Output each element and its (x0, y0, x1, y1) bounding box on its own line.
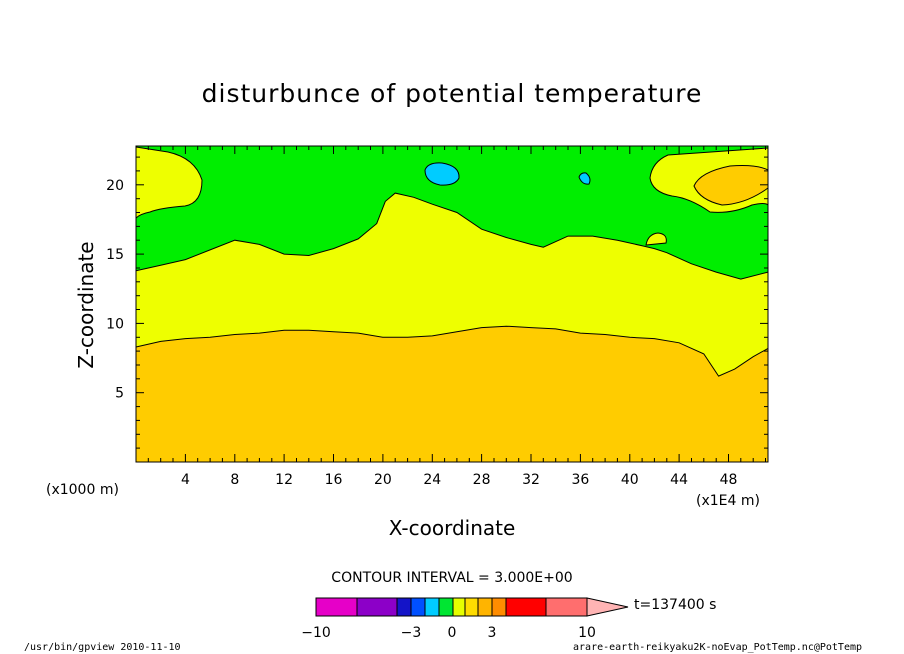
patch-left-top (135, 146, 203, 220)
x-tick-label: 32 (522, 472, 540, 488)
colorbar-swatch (491, 597, 507, 617)
colorbar-swatch (356, 597, 398, 617)
colorbar-swatch (505, 597, 547, 617)
y-tick-label: 10 (106, 316, 124, 332)
x-tick-label: 48 (720, 472, 738, 488)
band-0-to-3 (136, 326, 768, 462)
y-tick-labels: 5 10 15 20 (106, 178, 124, 402)
colorbar-swatch (424, 597, 440, 617)
colorbar-swatch (545, 597, 588, 617)
colorbar-label: −3 (401, 625, 422, 641)
patch-cyan-1 (424, 162, 460, 186)
x-tick-label: 4 (181, 472, 190, 488)
colorbar-swatch (464, 597, 479, 617)
colorbar-swatch (396, 597, 412, 617)
chart-title: disturbunce of potential temperature (202, 79, 703, 108)
y-tick-label: 15 (106, 247, 124, 263)
x-tick-label: 20 (374, 472, 392, 488)
y-tick-label: 20 (106, 178, 124, 194)
plot-frame (135, 145, 769, 463)
colorbar-swatch (477, 597, 493, 617)
colorbar-label: −10 (301, 625, 331, 641)
x-tick-label: 44 (670, 472, 688, 488)
colorbar-labels: −10 −3 0 3 10 (301, 625, 596, 641)
footer-left: /usr/bin/gpview 2010-11-10 (24, 642, 181, 653)
contour-line-6 (135, 192, 769, 280)
colorbar-swatch (452, 597, 466, 617)
y-unit-note: (x1E4 m) (696, 493, 760, 509)
time-label: t=137400 s (634, 597, 716, 613)
plot-area (135, 145, 769, 463)
colorbar-label: 0 (448, 625, 457, 641)
patch-cyan-2 (578, 172, 591, 185)
x-tick-labels: 4 8 12 16 20 24 28 32 36 40 44 48 (181, 472, 737, 488)
y-tick-label: 5 (115, 386, 124, 402)
x-tick-label: 16 (325, 472, 343, 488)
x-tick-label: 28 (473, 472, 491, 488)
colorbar-swatch (315, 597, 358, 617)
contour-interval: CONTOUR INTERVAL = 3.000E+00 (331, 570, 572, 586)
x-axis-ticks (147, 146, 766, 462)
colorbar-swatch (410, 597, 426, 617)
y-axis-label: Z-coordinate (74, 241, 98, 368)
colorbar-arrow (586, 597, 629, 617)
y-axis-ticks (136, 156, 768, 449)
x-axis-label: X-coordinate (389, 516, 516, 540)
colorbar-label: 3 (488, 625, 497, 641)
patch-right-orange (693, 165, 769, 206)
x-tick-label: 12 (275, 472, 293, 488)
x-tick-label: 24 (423, 472, 441, 488)
x-unit-note: (x1000 m) (46, 482, 119, 498)
colorbar-label: 10 (578, 625, 596, 641)
colorbar (315, 597, 629, 617)
x-tick-label: 40 (621, 472, 639, 488)
contour-line-3 (135, 325, 769, 377)
footer-right: arare-earth-reikyaku2K-noEvap_PotTemp.nc… (573, 642, 862, 653)
colorbar-swatch (438, 597, 454, 617)
x-tick-label: 8 (230, 472, 239, 488)
x-tick-label: 36 (571, 472, 589, 488)
patch-small-yellow (645, 232, 667, 246)
